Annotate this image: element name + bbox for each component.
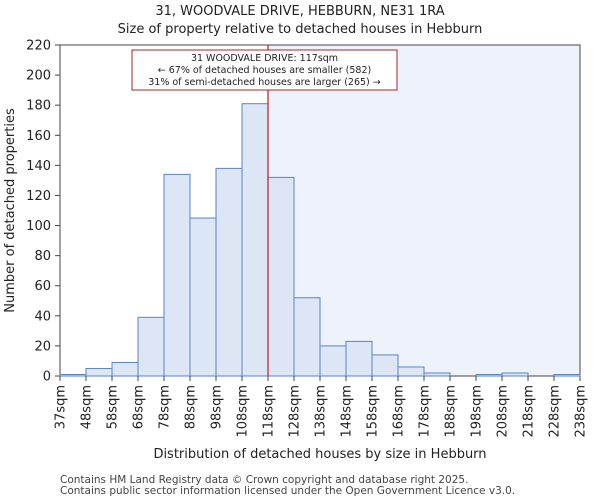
x-tick-label: 78sqm — [158, 385, 173, 429]
bar — [371, 354, 399, 377]
y-tick-label: 220 — [26, 39, 51, 54]
chart-subtitle: Size of property relative to detached ho… — [117, 22, 483, 37]
bar — [137, 316, 165, 377]
x-tick-label: 158sqm — [366, 385, 381, 438]
x-tick-label: 188sqm — [444, 385, 459, 438]
x-tick-label: 48sqm — [80, 385, 95, 429]
y-tick-label: 40 — [34, 309, 51, 324]
annotation-box — [131, 49, 398, 91]
bar — [423, 372, 451, 377]
y-tick-label: 140 — [26, 159, 51, 174]
y-tick-label: 80 — [34, 249, 51, 264]
x-tick-label: 98sqm — [210, 385, 225, 429]
footer-line-2: Contains public sector information licen… — [60, 485, 516, 497]
bar — [241, 103, 269, 377]
y-tick-label: 160 — [26, 129, 51, 144]
x-tick-label: 178sqm — [418, 385, 433, 438]
x-tick-label: 37sqm — [54, 385, 69, 429]
bar — [475, 373, 503, 377]
x-tick-label: 58sqm — [106, 385, 121, 429]
bar — [319, 345, 347, 377]
bar — [85, 367, 113, 377]
chart-title: 31, WOODVALE DRIVE, HEBBURN, NE31 1RA — [155, 4, 445, 19]
bar — [553, 373, 581, 377]
y-tick-label: 120 — [26, 189, 51, 204]
bar — [59, 373, 87, 377]
x-tick-label: 208sqm — [496, 385, 511, 438]
bar — [111, 361, 139, 377]
bar — [267, 176, 295, 377]
annotation-line-2: ← 67% of detached houses are smaller (58… — [158, 65, 371, 76]
x-tick-label: 198sqm — [470, 385, 485, 438]
x-tick-label: 108sqm — [236, 385, 251, 438]
x-tick-label: 138sqm — [314, 385, 329, 438]
bar — [215, 167, 243, 377]
bar — [397, 366, 425, 377]
annotation-line-1: 31 WOODVALE DRIVE: 117sqm — [191, 53, 338, 64]
x-tick-label: 228sqm — [548, 385, 563, 438]
y-tick-label: 200 — [26, 69, 51, 84]
y-tick-label: 0 — [43, 370, 51, 385]
x-tick-label: 238sqm — [574, 385, 589, 438]
x-tick-label: 168sqm — [392, 385, 407, 438]
y-tick-label: 60 — [34, 279, 51, 294]
y-axis-label: Number of detached properties — [3, 108, 18, 313]
y-tick-label: 20 — [34, 339, 51, 354]
bar — [501, 372, 529, 377]
histogram-chart: 0 20 40 60 80 100 120 140 160 180 200 220 37sqm 48sqm… — [3, 39, 589, 463]
bar — [189, 217, 217, 377]
x-tick-label: 218sqm — [522, 385, 537, 438]
bar — [345, 340, 373, 377]
y-tick-label: 100 — [26, 219, 51, 234]
x-tick-label: 148sqm — [340, 385, 355, 438]
footer-line-1: Contains HM Land Registry data © Crown c… — [60, 474, 469, 486]
x-tick-label: 118sqm — [262, 385, 277, 438]
x-tick-label: 68sqm — [132, 385, 147, 429]
annotation-line-3: 31% of semi-detached houses are larger (… — [148, 77, 381, 88]
bar — [163, 173, 191, 377]
x-axis-label: Distribution of detached houses by size … — [153, 447, 486, 462]
bar — [293, 297, 321, 377]
x-tick-label: 128sqm — [288, 385, 303, 438]
y-tick-label: 180 — [26, 99, 51, 114]
x-tick-label: 88sqm — [184, 385, 199, 429]
